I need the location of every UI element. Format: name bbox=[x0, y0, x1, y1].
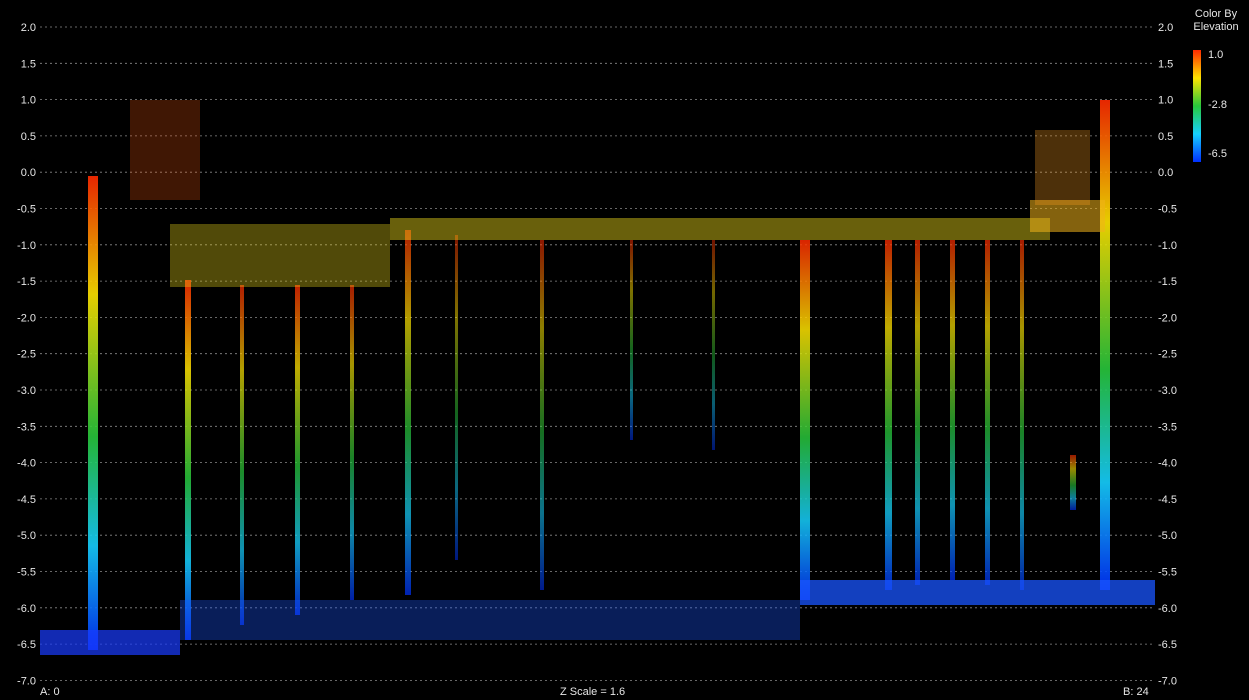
left-tick-label: -6.0 bbox=[17, 603, 36, 615]
z-scale-label: Z Scale = 1.6 bbox=[560, 686, 626, 698]
right-tick-label: -3.5 bbox=[1158, 421, 1177, 433]
right-tick-label: 1.5 bbox=[1158, 58, 1173, 70]
color-legend-title: Color By Elevation bbox=[1186, 8, 1246, 34]
left-tick-label: -2.0 bbox=[17, 312, 36, 324]
pile-point-streak bbox=[950, 240, 955, 580]
left-tick-label: -7.0 bbox=[17, 675, 36, 687]
legend-mid-value: -2.8 bbox=[1208, 99, 1227, 111]
left-tick-label: 2.0 bbox=[21, 22, 36, 34]
right-tick-label: 1.0 bbox=[1158, 95, 1173, 107]
pile-point-streak bbox=[800, 240, 810, 600]
upper-structure-points bbox=[1035, 130, 1090, 205]
deck-point-band bbox=[170, 224, 390, 287]
elevation-color-bar bbox=[1193, 50, 1201, 162]
elevation-gridlines bbox=[40, 26, 1155, 681]
profile-end-label: B: 24 bbox=[1123, 686, 1149, 698]
pile-point-streak bbox=[240, 285, 244, 625]
seabed-point-band bbox=[40, 630, 180, 655]
legend-title-line2: Elevation bbox=[1193, 21, 1239, 33]
right-tick-label: -6.5 bbox=[1158, 639, 1177, 651]
pile-point-streak bbox=[350, 285, 354, 600]
pile-point-streak bbox=[985, 240, 990, 585]
deck-point-band bbox=[1030, 200, 1105, 232]
right-tick-label: -5.5 bbox=[1158, 567, 1177, 579]
pile-point-streak bbox=[885, 240, 892, 590]
profile-start-label: A: 0 bbox=[40, 686, 60, 698]
pile-point-streak bbox=[405, 230, 411, 595]
right-tick-label: 0.5 bbox=[1158, 131, 1173, 143]
pile-point-streak bbox=[1100, 100, 1110, 590]
pile-point-streak bbox=[712, 240, 715, 450]
right-tick-label: -4.0 bbox=[1158, 458, 1177, 470]
left-tick-label: -3.5 bbox=[17, 421, 36, 433]
right-tick-label: -2.0 bbox=[1158, 312, 1177, 324]
legend-max-value: 1.0 bbox=[1208, 49, 1224, 61]
right-tick-label: 2.0 bbox=[1158, 22, 1173, 34]
right-elevation-axis: 2.0 1.5 1.0 0.5 0.0 -0.5 -1.0 -1.5 -2.0 -2.5 -3.0 -… bbox=[1158, 22, 1177, 687]
deck-point-band bbox=[390, 218, 1050, 240]
point-cloud-profile bbox=[40, 100, 1155, 655]
upper-structure-points bbox=[130, 100, 200, 200]
left-tick-label: -0.5 bbox=[17, 204, 36, 216]
seabed-point-band bbox=[800, 580, 1155, 605]
right-tick-label: -2.5 bbox=[1158, 349, 1177, 361]
right-tick-label: -1.5 bbox=[1158, 276, 1177, 288]
pile-point-streak bbox=[1070, 455, 1076, 510]
left-tick-label: -6.5 bbox=[17, 639, 36, 651]
right-tick-label: -6.0 bbox=[1158, 603, 1177, 615]
right-tick-label: 0.0 bbox=[1158, 167, 1173, 179]
left-tick-label: -5.5 bbox=[17, 567, 36, 579]
left-tick-label: -1.0 bbox=[17, 240, 36, 252]
right-tick-label: -4.5 bbox=[1158, 494, 1177, 506]
right-tick-label: -5.0 bbox=[1158, 530, 1177, 542]
legend-min-value: -6.5 bbox=[1208, 148, 1227, 160]
legend-title-line1: Color By bbox=[1194, 8, 1238, 20]
left-tick-label: -1.5 bbox=[17, 276, 36, 288]
left-tick-label: -4.5 bbox=[17, 494, 36, 506]
pile-point-streak bbox=[630, 240, 633, 440]
pile-point-streak bbox=[540, 240, 544, 590]
right-tick-label: -7.0 bbox=[1158, 675, 1177, 687]
pile-point-streak bbox=[1020, 240, 1024, 590]
left-elevation-axis: 2.0 1.5 1.0 0.5 0.0 -0.5 -1.0 -1.5 -2.0 -2.5 -3.0 -… bbox=[17, 22, 36, 687]
left-tick-label: -5.0 bbox=[17, 530, 36, 542]
seabed-point-band bbox=[180, 600, 800, 640]
pile-point-streak bbox=[455, 235, 458, 560]
pile-point-streak bbox=[185, 280, 191, 640]
right-tick-label: -3.0 bbox=[1158, 385, 1177, 397]
left-tick-label: 1.0 bbox=[21, 95, 36, 107]
left-tick-label: -4.0 bbox=[17, 458, 36, 470]
left-tick-label: 0.5 bbox=[21, 131, 36, 143]
left-tick-label: -3.0 bbox=[17, 385, 36, 397]
pile-point-streak bbox=[295, 285, 300, 615]
right-tick-label: -0.5 bbox=[1158, 204, 1177, 216]
pile-point-streak bbox=[88, 176, 98, 650]
left-tick-label: -2.5 bbox=[17, 349, 36, 361]
left-tick-label: 1.5 bbox=[21, 58, 36, 70]
left-tick-label: 0.0 bbox=[21, 167, 36, 179]
right-tick-label: -1.0 bbox=[1158, 240, 1177, 252]
pile-point-streak bbox=[915, 240, 920, 585]
